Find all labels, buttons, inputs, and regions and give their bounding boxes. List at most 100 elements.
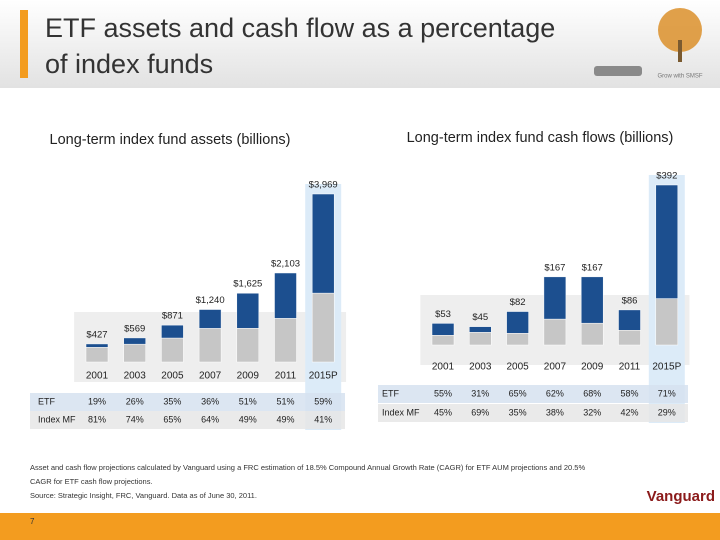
bar-segment [580,276,604,324]
value-label: $569 [124,323,145,334]
bar-segment [274,318,297,363]
table-row [378,404,688,422]
x-tick-label: 2007 [199,371,222,382]
value-label: $82 [510,297,526,308]
table-cell: 62% [546,388,564,398]
chart-title: Long-term index fund cash flows (billion… [407,130,674,146]
table-cell: 71% [658,388,676,398]
table-cell: 42% [620,407,638,417]
value-label: $1,625 [233,279,262,290]
table-cell: 35% [509,407,527,417]
tree-trunk [678,40,682,62]
value-label: $427 [86,329,107,340]
title-line: of index funds [45,49,213,79]
x-tick-label: 2009 [581,362,604,373]
table-cell: 49% [239,414,257,424]
table-cell: 32% [583,407,601,417]
table-cell: 51% [239,396,257,406]
bar-segment [274,272,297,319]
table-cell: 51% [276,396,294,406]
brand: Vanguard [647,488,715,505]
bar-segment [655,184,679,299]
table-cell: 26% [126,396,144,406]
bar-segment [161,337,184,363]
table-cell: 19% [88,396,106,406]
table-cell: 35% [163,396,181,406]
footnote: Asset and cash flow projections calculat… [30,463,585,472]
x-tick-label: 2009 [237,371,260,382]
row-label: ETF [38,396,56,406]
logo-text: Grow with SMSF [657,74,702,80]
table-cell: 74% [126,414,144,424]
bar-segment [161,324,184,339]
bar-segment [198,328,222,363]
bar-segment [543,318,567,346]
bar-segment [236,292,260,329]
table-cell: 49% [276,414,294,424]
table-cell: 65% [163,414,181,424]
table-cell: 58% [620,388,638,398]
tree-logo [658,8,702,52]
footnote: CAGR for ETF cash flow projections. [30,477,153,486]
x-tick-label: 2005 [506,362,529,373]
bar-segment [431,323,455,336]
chart-title: Long-term index fund assets (billions) [50,132,291,148]
table-cell: 68% [583,388,601,398]
value-label: $1,240 [196,295,225,306]
table-cell: 59% [314,396,332,406]
bar-segment [655,298,679,346]
bar-segment [431,335,455,346]
footnote: Source: Strategic Insight, FRC, Vanguard… [30,491,257,500]
bar-segment [580,322,604,346]
value-label: $86 [622,295,638,306]
bar-segment [236,328,260,363]
bar-segment [618,330,641,346]
header-accent [20,10,28,78]
bar-segment [311,292,335,363]
table-cell: 36% [201,396,219,406]
table-cell: 69% [471,407,489,417]
table-row [378,385,688,403]
value-label: $53 [435,309,451,320]
table-cell: 41% [314,414,332,424]
bar-segment [543,276,567,320]
title-line: ETF assets and cash flow as a percentage [45,13,555,43]
partner-logo [594,66,642,76]
table-cell: 45% [434,407,452,417]
table-cell: 64% [201,414,219,424]
x-tick-label: 2001 [432,362,455,373]
x-tick-label: 2005 [161,371,184,382]
footer-band [0,513,720,540]
bar-segment [198,309,222,329]
bar-segment [123,343,146,363]
bar-segment [618,309,641,331]
x-tick-label: 2003 [469,362,492,373]
value-label: $167 [544,262,565,273]
bar-segment [123,337,146,345]
x-tick-label: 2007 [544,362,567,373]
x-tick-label: 2015P [652,362,681,373]
table-cell: 29% [658,407,676,417]
value-label: $392 [656,171,677,182]
table-cell: 65% [509,388,527,398]
bar-segment [85,343,109,348]
table-cell: 55% [434,388,452,398]
value-label: $167 [582,262,603,273]
page-number: 7 [30,517,35,526]
table-row [30,411,345,429]
row-label: Index MF [38,414,76,424]
table-cell: 81% [88,414,106,424]
value-label: $871 [162,311,183,322]
bar-segment [85,347,109,363]
x-tick-label: 2011 [619,362,641,373]
x-tick-label: 2015P [309,371,338,382]
bar-segment [506,311,529,334]
table-cell: 31% [471,388,489,398]
table-row [30,393,345,411]
bar-segment [506,333,529,346]
x-tick-label: 2003 [124,371,147,382]
bar-segment [469,332,492,346]
x-tick-label: 2001 [86,371,109,382]
